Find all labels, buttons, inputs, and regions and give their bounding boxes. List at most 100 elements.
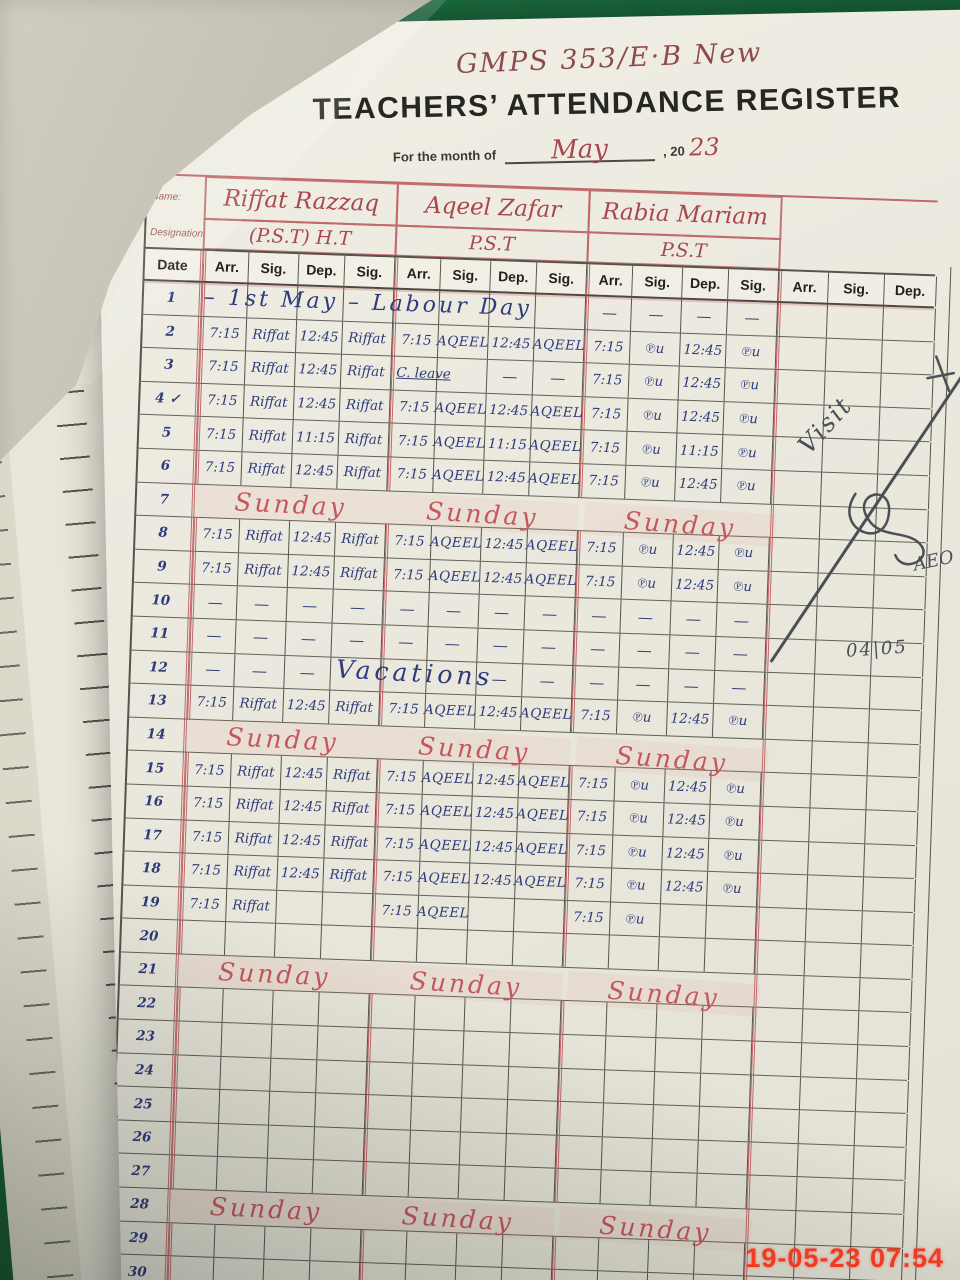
- register-cell: 12:45: [279, 789, 327, 824]
- register-cell: [874, 541, 928, 577]
- register-cell: [758, 840, 810, 875]
- register-cell: [362, 1162, 410, 1197]
- register-cell: 12:45: [675, 467, 723, 502]
- register-cell: [769, 504, 821, 539]
- register-cell: Riffat: [233, 687, 285, 722]
- register-cell: [852, 1179, 906, 1214]
- register-cell: [551, 1269, 599, 1280]
- register-cell: ℗u: [609, 902, 661, 937]
- register-cell: Riffat: [329, 690, 381, 725]
- register-cell: —: [572, 665, 620, 700]
- register-cell: [412, 1063, 464, 1098]
- register-cell: 12:45: [679, 333, 727, 368]
- register-cell: AQEEL: [514, 865, 566, 900]
- register-cell: ℗u: [712, 704, 764, 739]
- register-cell: ℗u: [627, 398, 679, 433]
- register-cell: [175, 1021, 223, 1056]
- register-cell: [826, 304, 884, 340]
- register-cell: [559, 1034, 607, 1070]
- register-cell: [867, 743, 921, 778]
- register-cell: 7:15: [567, 799, 615, 835]
- register-cell: [804, 942, 862, 978]
- date-cell: 22: [118, 985, 178, 1021]
- register-cell: 7:15: [384, 524, 433, 559]
- register-cell: [822, 438, 880, 474]
- register-cell: —: [680, 299, 729, 334]
- register-cell: [776, 302, 829, 338]
- column-header-arr: Arr.: [394, 257, 442, 290]
- register-cell: —: [332, 589, 384, 625]
- date-cell: 17: [124, 817, 184, 853]
- register-cell: Riffat: [239, 519, 291, 554]
- register-cell: [506, 1100, 559, 1135]
- register-cell: 7:15: [580, 430, 628, 465]
- register-cell: —: [284, 655, 332, 690]
- register-cell: [808, 841, 866, 877]
- register-cell: [505, 1133, 557, 1169]
- register-cell: Riffat: [229, 788, 281, 823]
- register-cell: [605, 1036, 657, 1071]
- register-cell: ℗u: [708, 838, 760, 873]
- attendance-table: Name: Riffat Razzaq Aqeel Zafar Rabia Ma…: [106, 172, 960, 1280]
- register-cell: [801, 1043, 859, 1078]
- register-cell: [562, 934, 610, 969]
- register-cell: [272, 991, 320, 1026]
- register-cell: AQEEL: [418, 861, 470, 897]
- register-cell: [771, 470, 823, 506]
- register-cell: [659, 903, 707, 939]
- register-cell: 7:15: [372, 893, 420, 929]
- register-cell: [698, 1106, 750, 1142]
- register-cell: Riffat: [237, 553, 289, 588]
- register-page: GMPS 353/E·B New TEACHERS’ ATTENDANCE RE…: [95, 8, 960, 1280]
- register-cell: [380, 658, 428, 694]
- register-cell: Riffat: [230, 754, 282, 789]
- register-cell: [756, 873, 809, 909]
- register-cell: [201, 282, 249, 318]
- date-cell: 8: [135, 515, 195, 551]
- register-cell: 12:45: [293, 386, 341, 422]
- register-cell: [367, 1028, 415, 1063]
- register-cell: Riffat: [243, 385, 295, 420]
- register-cell: [455, 1266, 503, 1280]
- register-cell: [608, 935, 660, 971]
- register-cell: ℗u: [626, 432, 678, 467]
- register-cell: 7:15: [375, 793, 423, 828]
- register-cell: [360, 1229, 408, 1264]
- register-cell: 7:15: [383, 558, 431, 593]
- register-cell: [596, 1271, 649, 1280]
- register-cell: [312, 1160, 364, 1196]
- register-cell: AQEEL: [417, 895, 469, 930]
- register-cell: [795, 1211, 853, 1246]
- register-cell: [467, 897, 516, 932]
- register-cell: [363, 1128, 411, 1164]
- register-cell: —: [190, 585, 238, 620]
- register-cell: [393, 289, 441, 324]
- register-cell: [168, 1222, 216, 1258]
- register-cell: [742, 1276, 795, 1280]
- register-cell: [414, 996, 466, 1031]
- register-cell: 7:15: [184, 752, 232, 788]
- date-cell: 2: [142, 314, 202, 349]
- register-cell: [408, 1164, 460, 1199]
- register-cell: —: [716, 603, 768, 638]
- date-cell: 28: [111, 1187, 171, 1222]
- register-cell: [853, 1145, 907, 1181]
- register-cell: [655, 1038, 703, 1073]
- register-cell: Riffat: [241, 452, 293, 487]
- register-cell: [821, 472, 879, 508]
- register-cell: [773, 403, 825, 438]
- register-cell: [558, 1068, 606, 1103]
- register-cell: [705, 905, 757, 940]
- name-label: Name:: [151, 190, 182, 203]
- register-cell: [797, 1144, 855, 1179]
- register-cell: [554, 1169, 602, 1204]
- register-cell: Riffat: [340, 354, 392, 390]
- register-cell: [803, 976, 861, 1011]
- register-cell: 12:45: [288, 521, 337, 556]
- register-cell: AQEEL: [424, 694, 476, 729]
- register-cell: [819, 506, 877, 541]
- register-cell: —: [236, 586, 288, 621]
- column-header-sig: Sig.: [632, 265, 684, 298]
- register-cell: [216, 1157, 268, 1192]
- register-cell: —: [235, 620, 287, 655]
